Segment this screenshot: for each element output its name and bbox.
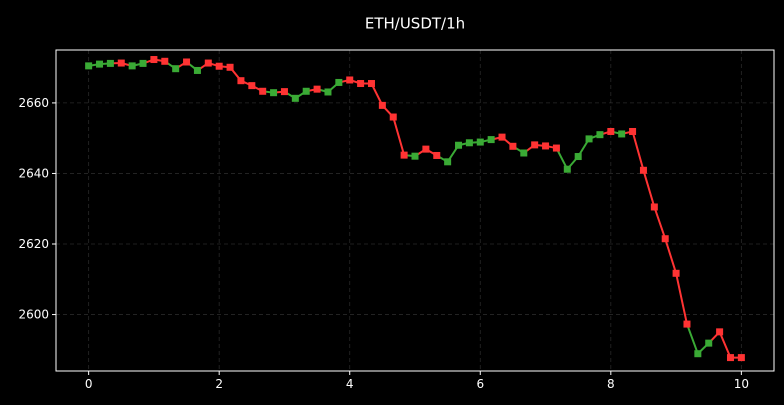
data-point-29 (400, 151, 408, 159)
data-point-48 (607, 127, 615, 135)
data-point-38 (498, 133, 506, 141)
data-point-50 (629, 127, 637, 135)
price-series-markers (85, 56, 745, 362)
data-point-11 (204, 59, 212, 67)
data-point-55 (683, 320, 691, 328)
data-point-51 (639, 166, 647, 174)
data-point-14 (237, 77, 245, 85)
data-point-54 (672, 269, 680, 277)
data-point-45 (574, 153, 582, 161)
data-point-36 (476, 138, 484, 146)
line-segment-55 (685, 323, 699, 355)
data-point-13 (226, 63, 234, 71)
plot-frame (55, 49, 775, 372)
data-point-34 (455, 141, 463, 149)
data-point-46 (585, 135, 593, 143)
data-point-25 (357, 80, 365, 88)
data-point-20 (302, 87, 310, 95)
data-point-5 (139, 59, 147, 67)
data-point-17 (270, 89, 278, 97)
data-point-32 (433, 151, 441, 159)
line-segment-51 (642, 169, 656, 208)
data-point-49 (618, 130, 626, 138)
line-segment-26 (370, 82, 384, 107)
data-point-58 (716, 328, 724, 336)
y-tick-label-0: 2600 (18, 308, 49, 322)
data-point-39 (509, 142, 517, 150)
data-point-6 (150, 56, 158, 64)
x-tick-label-4: 8 (607, 377, 615, 391)
data-point-1 (96, 60, 104, 68)
data-point-33 (444, 158, 452, 166)
data-point-44 (563, 165, 571, 173)
gridlines (56, 50, 774, 371)
line-segment-58 (718, 330, 732, 359)
data-point-35 (465, 139, 473, 147)
x-tick-label-2: 4 (346, 377, 354, 391)
data-point-10 (193, 66, 201, 74)
data-point-31 (422, 145, 430, 153)
data-point-21 (313, 85, 321, 93)
data-point-4 (128, 62, 136, 70)
y-tick-label-3: 2660 (18, 96, 49, 110)
data-point-59 (726, 354, 734, 362)
axes: 0 2 4 6 8 10 2600 2620 2640 2660 (18, 49, 775, 391)
x-tick-label-1: 2 (215, 377, 223, 391)
data-point-27 (378, 101, 386, 109)
x-tick-label-3: 6 (476, 377, 484, 391)
data-point-53 (661, 235, 669, 243)
line-segment-52 (653, 205, 667, 240)
data-point-47 (596, 131, 604, 139)
x-tick-label-5: 10 (734, 377, 749, 391)
data-point-18 (280, 88, 288, 96)
data-point-0 (85, 62, 93, 70)
line-segment-54 (675, 272, 688, 326)
data-point-16 (259, 87, 267, 95)
data-point-28 (389, 113, 397, 121)
data-point-30 (411, 152, 419, 160)
data-point-8 (172, 65, 180, 73)
data-point-19 (291, 94, 299, 102)
data-point-7 (161, 57, 169, 65)
chart-title: ETH/USDT/1h (365, 15, 465, 33)
data-point-37 (487, 136, 495, 144)
data-point-52 (650, 203, 658, 211)
data-point-2 (106, 59, 114, 67)
data-point-57 (705, 339, 713, 347)
data-point-43 (552, 144, 560, 152)
data-point-56 (694, 350, 702, 358)
line-segment-43 (555, 147, 569, 171)
y-tick-label-2: 2640 (18, 166, 49, 180)
line-segment-50 (631, 130, 645, 172)
data-point-24 (346, 76, 354, 84)
data-point-60 (737, 354, 745, 362)
x-tick-label-0: 0 (85, 377, 93, 391)
line-segment-53 (664, 237, 678, 275)
data-point-3 (117, 59, 125, 67)
data-point-42 (542, 142, 550, 150)
data-point-41 (531, 141, 539, 149)
data-point-40 (520, 149, 528, 157)
y-tick-label-1: 2620 (18, 237, 49, 251)
data-point-12 (215, 62, 223, 70)
data-point-26 (367, 80, 375, 88)
data-point-23 (335, 78, 343, 86)
data-point-9 (183, 58, 191, 66)
data-point-22 (324, 88, 332, 96)
data-point-15 (248, 82, 256, 90)
line-segment-28 (392, 116, 406, 157)
